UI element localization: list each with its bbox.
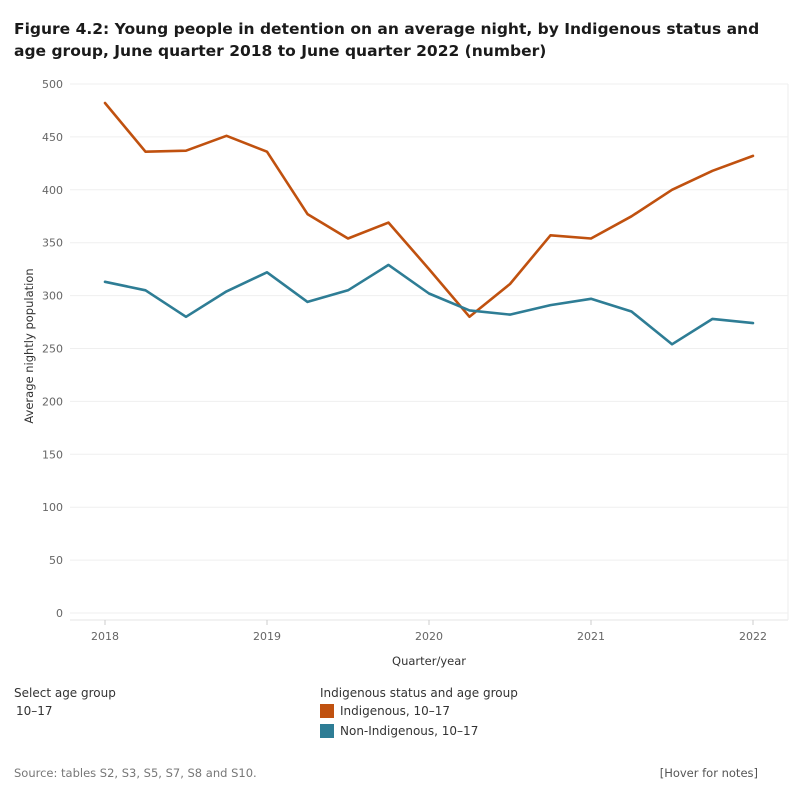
data-point[interactable] xyxy=(750,153,756,159)
x-tick-label: 2022 xyxy=(739,630,767,643)
y-tick-label: 450 xyxy=(42,131,63,144)
source-note: Source: tables S2, S3, S5, S7, S8 and S1… xyxy=(14,766,257,780)
data-point[interactable] xyxy=(143,287,149,293)
y-tick-label: 300 xyxy=(42,290,63,303)
legend-item-non-indigenous[interactable]: Non-Indigenous, 10–17 xyxy=(320,724,478,738)
series-line-indigenous[interactable] xyxy=(103,101,755,319)
data-point[interactable] xyxy=(548,302,554,308)
data-point[interactable] xyxy=(143,149,149,155)
y-tick-label: 250 xyxy=(42,343,63,356)
data-point[interactable] xyxy=(588,296,594,302)
data-point[interactable] xyxy=(710,168,716,174)
legend-title: Indigenous status and age group xyxy=(320,686,518,700)
data-point[interactable] xyxy=(710,316,716,322)
data-point[interactable] xyxy=(386,220,392,226)
gridlines xyxy=(70,83,789,621)
y-tick-label: 200 xyxy=(42,395,63,408)
data-point[interactable] xyxy=(305,211,311,217)
data-point[interactable] xyxy=(629,213,635,219)
data-point[interactable] xyxy=(467,307,473,313)
y-tick-label: 350 xyxy=(42,237,63,250)
legend-swatch-non-indigenous xyxy=(320,724,334,738)
chart-title: Figure 4.2: Young people in detention on… xyxy=(14,20,760,60)
x-axis-ticks: 2018 2019 2020 2021 2022 xyxy=(91,620,767,643)
legend-swatch-indigenous xyxy=(320,704,334,718)
data-point[interactable] xyxy=(264,269,270,275)
y-tick-label: 150 xyxy=(42,448,63,461)
data-point[interactable] xyxy=(507,281,513,287)
data-point[interactable] xyxy=(102,100,108,106)
data-point[interactable] xyxy=(507,312,513,318)
data-point[interactable] xyxy=(426,290,432,296)
data-point[interactable] xyxy=(548,232,554,238)
data-point[interactable] xyxy=(588,235,594,241)
data-point[interactable] xyxy=(183,314,189,320)
series-line-non-indigenous[interactable] xyxy=(103,263,755,346)
data-point[interactable] xyxy=(264,149,270,155)
y-axis-ticks: 0 50 100 150 200 250 300 350 400 450 500 xyxy=(42,78,63,620)
legend-item-indigenous[interactable]: Indigenous, 10–17 xyxy=(320,704,450,718)
series-lines[interactable] xyxy=(102,100,756,347)
data-point[interactable] xyxy=(386,262,392,268)
legend-label-non-indigenous: Non-Indigenous, 10–17 xyxy=(340,724,479,738)
y-tick-label: 0 xyxy=(56,607,63,620)
data-point[interactable] xyxy=(629,308,635,314)
y-tick-label: 50 xyxy=(49,554,63,567)
data-point[interactable] xyxy=(183,148,189,154)
data-point[interactable] xyxy=(750,320,756,326)
data-point[interactable] xyxy=(305,299,311,305)
y-axis-title: Average nightly population xyxy=(22,268,36,423)
hover-notes-link[interactable]: [Hover for notes] xyxy=(659,766,758,780)
data-point[interactable] xyxy=(467,314,473,320)
x-tick-label: 2019 xyxy=(253,630,281,643)
data-point[interactable] xyxy=(345,235,351,241)
data-point[interactable] xyxy=(224,133,230,139)
data-point[interactable] xyxy=(426,266,432,272)
x-tick-label: 2021 xyxy=(577,630,605,643)
age-group-filter-value[interactable]: 10–17 xyxy=(16,704,53,718)
x-axis-title: Quarter/year xyxy=(392,654,466,668)
x-tick-label: 2020 xyxy=(415,630,443,643)
y-tick-label: 500 xyxy=(42,78,63,91)
legend-label-indigenous: Indigenous, 10–17 xyxy=(340,704,451,718)
data-point[interactable] xyxy=(669,341,675,347)
data-point[interactable] xyxy=(345,287,351,293)
age-group-filter-label: Select age group xyxy=(14,686,116,700)
data-point[interactable] xyxy=(669,187,675,193)
data-point[interactable] xyxy=(224,288,230,294)
y-tick-label: 400 xyxy=(42,184,63,197)
x-tick-label: 2018 xyxy=(91,630,119,643)
data-point[interactable] xyxy=(102,279,108,285)
y-tick-label: 100 xyxy=(42,501,63,514)
